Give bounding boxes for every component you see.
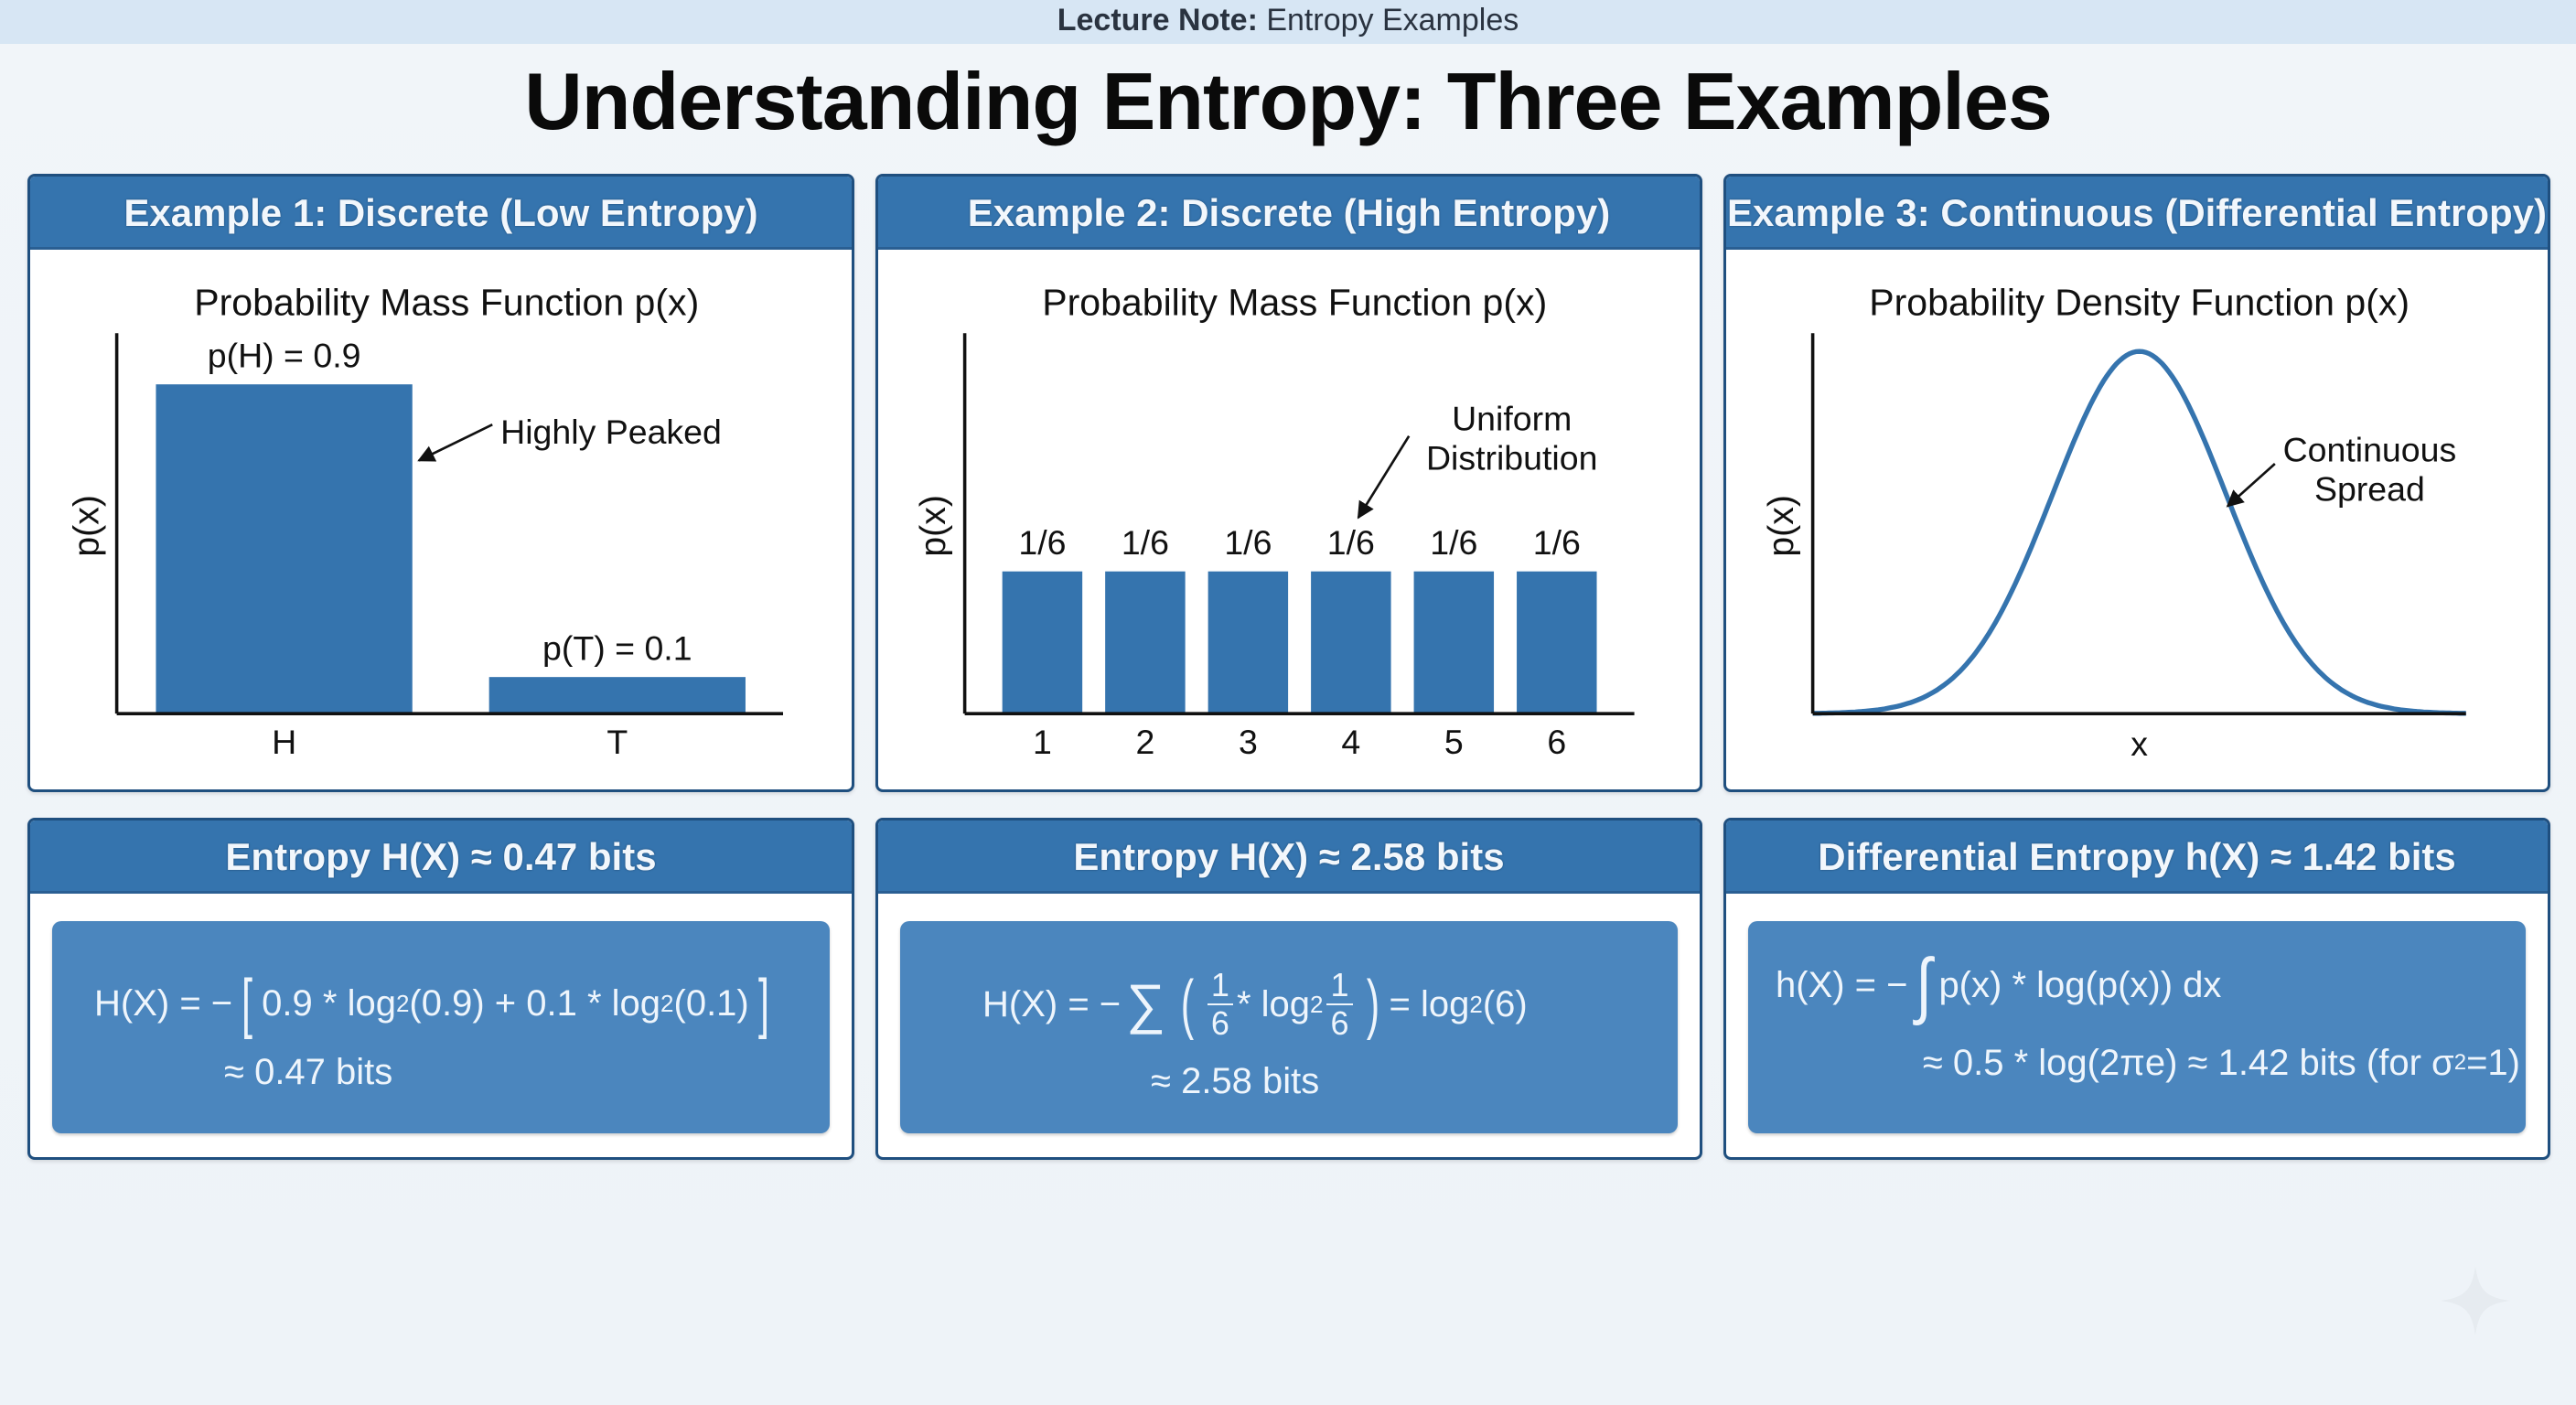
- bar-value-label: p(T) = 0.1: [542, 629, 692, 668]
- bar-1: [1002, 571, 1083, 714]
- x-tick-label: 6: [1547, 723, 1566, 761]
- bar-value-label: 1/6: [1430, 523, 1477, 562]
- formula-lhs: H(X) = −: [982, 983, 1122, 1024]
- subscript: 2: [660, 989, 674, 1017]
- x-tick-label: H: [272, 723, 296, 761]
- annotation-text: Highly Peaked: [500, 413, 722, 451]
- annotation-arrow-icon: [417, 423, 493, 462]
- bar-H: [156, 384, 413, 714]
- formula-1-box: H(X) = − [ 0.9 * log 2 (0.9) + 0.1 * log 2…: [52, 921, 830, 1133]
- formula-term: 0.9 * log: [262, 982, 396, 1024]
- x-tick-label: 5: [1444, 723, 1464, 761]
- bar-value-label: 1/6: [1533, 523, 1581, 562]
- bar-6: [1517, 571, 1597, 714]
- entropy-3-header: Differential Entropy h(X) ≈ 1.42 bits: [1726, 820, 2548, 894]
- y-axis-label: p(x): [913, 495, 953, 557]
- bar-value-label: 1/6: [1224, 523, 1272, 562]
- formula-3-box: h(X) = − ∫ p(x) * log(p(x)) dx ≈ 0.5 * l…: [1748, 921, 2526, 1133]
- x-tick-label: T: [606, 723, 628, 761]
- formula-term: (6): [1482, 983, 1528, 1024]
- lecture-note-topic: Entropy Examples: [1257, 3, 1519, 38]
- example-1-panel: Example 1: Discrete (Low Entropy) Probab…: [27, 174, 854, 792]
- chart-title: Probability Density Function p(x): [1869, 282, 2410, 324]
- annotation-text: Continuous: [2283, 430, 2457, 468]
- formula-lhs: h(X) = −: [1776, 964, 1908, 1005]
- lecture-note-bar: Lecture Note: Entropy Examples: [0, 0, 2576, 44]
- formula-term: (0.1): [673, 982, 749, 1024]
- formula-3-line: h(X) = − ∫ p(x) * log(p(x)) dx: [1776, 949, 2221, 1022]
- bar-4: [1311, 571, 1391, 714]
- annotation-text: Distribution: [1426, 438, 1598, 477]
- subscript: 2: [1469, 990, 1483, 1018]
- bar-5: [1413, 571, 1495, 714]
- denominator: 6: [1210, 1004, 1229, 1042]
- lecture-note-label: Lecture Note:: [1057, 3, 1258, 38]
- entropy-1-panel: Entropy H(X) ≈ 0.47 bits H(X) = − [ 0.9 …: [27, 818, 854, 1160]
- formula-term: (0.9) + 0.1 * log: [409, 982, 661, 1024]
- formula-term: p(x) * log(p(x)) dx: [1938, 964, 2222, 1005]
- page-title: Understanding Entropy: Three Examples: [524, 56, 2053, 146]
- integral-symbol: ∫: [1915, 944, 1932, 1025]
- example-1-header: Example 1: Discrete (Low Entropy): [30, 177, 852, 250]
- bar-value-label: 1/6: [1327, 523, 1375, 562]
- bracket-left: [: [242, 967, 253, 1040]
- y-axis-label: p(x): [1761, 495, 1801, 557]
- formula-3-result: ≈ 0.5 * log(2πe) ≈ 1.42 bits (for σ 2 =1): [1923, 1040, 2520, 1086]
- example-3-header: Example 3: Continuous (Differential Entr…: [1726, 177, 2548, 250]
- annotation-arrow-icon: [2226, 463, 2276, 508]
- paren-left: (: [1180, 968, 1195, 1041]
- example-3-panel: Example 3: Continuous (Differential Entr…: [1723, 174, 2550, 792]
- bar-value-label: 1/6: [1122, 523, 1169, 562]
- entropy-3-panel: Differential Entropy h(X) ≈ 1.42 bits h(…: [1723, 818, 2550, 1160]
- annotation-text: Uniform: [1452, 400, 1572, 438]
- superscript: 2: [2453, 1050, 2467, 1075]
- bar-T: [488, 677, 746, 714]
- numerator: 1: [1207, 967, 1233, 1005]
- entropy-1-header: Entropy H(X) ≈ 0.47 bits: [30, 820, 852, 894]
- formula-term: =1): [2466, 1042, 2520, 1083]
- entropy-2-header: Entropy H(X) ≈ 2.58 bits: [878, 820, 1700, 894]
- annotation-arrow-icon: [1357, 434, 1411, 520]
- x-tick-label: 1: [1033, 723, 1052, 761]
- x-axis-label: x: [2131, 724, 2148, 763]
- formula-term: * log: [1236, 983, 1311, 1024]
- bracket-right: ]: [757, 967, 769, 1040]
- example-2-chart: Probability Mass Function p(x) p(x) 1/6 1 1/…: [913, 282, 1635, 761]
- density-curve: [1812, 349, 2466, 716]
- bar-value-label: 1/6: [1018, 523, 1066, 562]
- formula-lhs: H(X) = −: [94, 982, 233, 1024]
- example-2-panel: Example 2: Discrete (High Entropy) Proba…: [875, 174, 1702, 792]
- bar-3: [1208, 571, 1289, 714]
- bar-value-label: p(H) = 0.9: [208, 337, 361, 375]
- bar-2: [1105, 571, 1186, 714]
- sum-symbol: ∑: [1126, 973, 1165, 1035]
- numerator: 1: [1326, 967, 1353, 1005]
- subscript: 2: [395, 989, 410, 1017]
- x-tick-label: 2: [1135, 723, 1154, 761]
- formula-1-result: ≈ 0.47 bits: [224, 1051, 393, 1092]
- formula-2-result: ≈ 2.58 bits: [1151, 1060, 1320, 1101]
- chart-title: Probability Mass Function p(x): [1042, 282, 1547, 324]
- y-axis-label: p(x): [67, 495, 107, 557]
- sparkle-watermark-icon: [2441, 1266, 2510, 1335]
- subscript: 2: [1310, 990, 1324, 1018]
- formula-term: ≈ 0.5 * log(2πe) ≈ 1.42 bits (for σ: [1922, 1042, 2454, 1083]
- formula-1-line: H(X) = − [ 0.9 * log 2 (0.9) + 0.1 * log 2…: [94, 967, 778, 1040]
- chart-title: Probability Mass Function p(x): [194, 282, 699, 324]
- example-3-chart: Probability Density Function p(x) p(x) x Co…: [1761, 282, 2466, 763]
- denominator: 6: [1330, 1004, 1349, 1042]
- annotation-text: Spread: [2314, 469, 2425, 508]
- formula-term: = log: [1389, 983, 1470, 1024]
- example-2-header: Example 2: Discrete (High Entropy): [878, 177, 1700, 250]
- x-tick-label: 3: [1239, 723, 1258, 761]
- paren-right: ): [1366, 968, 1379, 1041]
- x-tick-label: 4: [1341, 723, 1360, 761]
- example-1-chart: Probability Mass Function p(x) p(x) p(H) =…: [67, 282, 784, 761]
